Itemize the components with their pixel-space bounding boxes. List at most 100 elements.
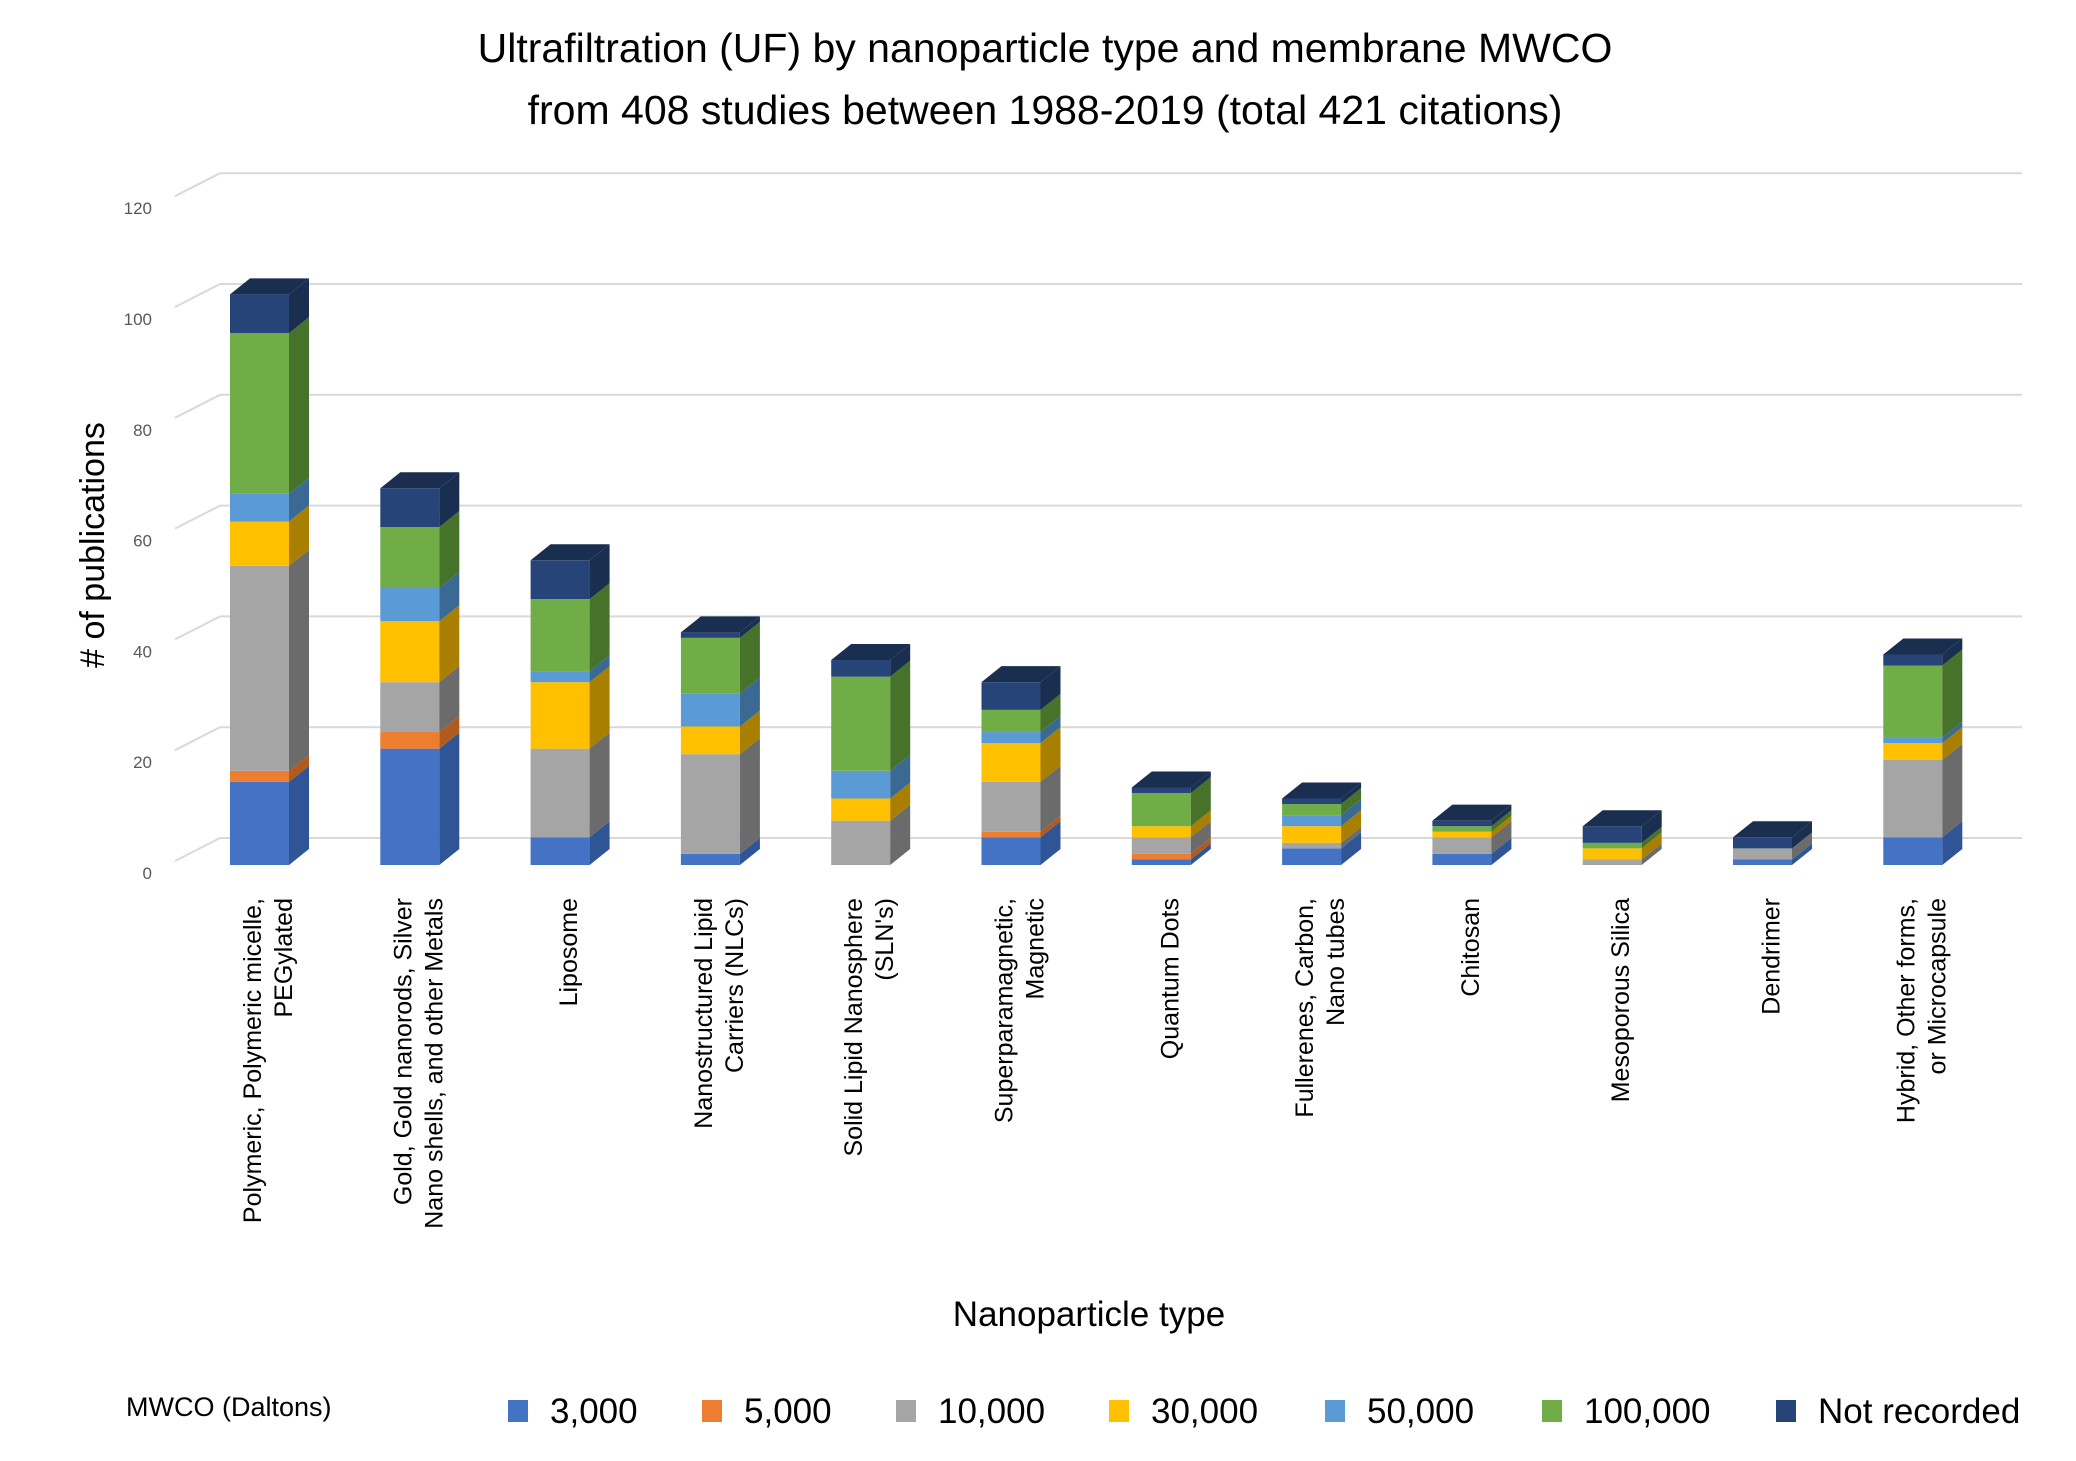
- bar-segment: [230, 333, 289, 494]
- x-category-label: Dendrimer: [1758, 898, 1786, 1015]
- gridline-depth: [174, 393, 221, 419]
- bar-top: [831, 644, 911, 661]
- bar-segment: [831, 676, 891, 771]
- bar-segment: [530, 560, 590, 600]
- bar-segment: [1282, 798, 1342, 805]
- x-category-label: Chitosan: [1457, 898, 1485, 997]
- legend-label: 100,000: [1584, 1392, 1711, 1431]
- legend-label: 3,000: [550, 1392, 638, 1431]
- bar-segment-side: [739, 738, 760, 854]
- y-axis-label: # of publications: [74, 422, 112, 668]
- bar-top: [230, 278, 309, 295]
- bar-stack: [530, 544, 610, 865]
- x-category-label: Nanostructured Lipid: [690, 898, 718, 1129]
- bar-segment: [831, 820, 891, 865]
- bar-segment-side: [1341, 799, 1362, 827]
- bar-segment-side: [1942, 821, 1963, 865]
- bar-stack: [981, 666, 1061, 865]
- bar-segment-side: [439, 666, 460, 733]
- x-axis-label: Nanoparticle type: [953, 1295, 1225, 1334]
- legend-swatch: [508, 1400, 528, 1422]
- bar-stack: [1582, 810, 1662, 865]
- x-category-label: Mesoporous Silica: [1607, 898, 1635, 1102]
- bar-segment: [1282, 842, 1342, 849]
- legend: 3,000 5,000 10,000 30,000 50,000 100,000 Not r…: [508, 1392, 2020, 1431]
- bar-top: [1883, 638, 1963, 655]
- bar-segment-side: [890, 644, 911, 677]
- bar-segment-side: [1040, 716, 1061, 744]
- y-axis-ticks: 0 20 40 60 80 100 120: [124, 199, 152, 883]
- bar-top: [380, 472, 460, 489]
- bar-segment-side: [739, 837, 760, 865]
- bar-segment: [1432, 831, 1492, 838]
- bar-segment: [1733, 837, 1792, 849]
- bar-segment-side: [289, 765, 309, 865]
- bar-segment: [530, 748, 590, 838]
- bar-segment: [1282, 815, 1342, 827]
- bar-segment-side: [1190, 776, 1211, 827]
- bar-segment-side: [289, 278, 309, 334]
- bar-stack: [380, 472, 460, 865]
- bar-stack: [1282, 782, 1362, 865]
- bar-segment-side: [1942, 727, 1963, 760]
- chart-title-line-2: from 408 studies between 1988-2019 (tota…: [528, 87, 1563, 133]
- bar-stack: [1883, 638, 1963, 865]
- bar-segment: [981, 781, 1041, 832]
- bar-segment: [380, 682, 440, 733]
- bar-segment-side: [1341, 782, 1362, 805]
- legend-swatch: [1109, 1400, 1129, 1422]
- bar-segment: [230, 770, 289, 782]
- bar-top: [1733, 821, 1812, 838]
- gridline-depth: [174, 504, 221, 530]
- x-category-label: Superparamagnetic,: [991, 898, 1019, 1123]
- bar-segment: [1282, 804, 1342, 816]
- bar-segment-side: [289, 754, 309, 782]
- bar-segment: [1432, 820, 1492, 827]
- y-tick-label: 60: [133, 532, 152, 551]
- bar-segment: [530, 837, 590, 865]
- y-tick-label: 100: [124, 310, 152, 329]
- bar-segment: [680, 754, 740, 854]
- y-tick-label: 0: [143, 864, 152, 883]
- bar-segment: [530, 671, 590, 683]
- bar-segment: [831, 798, 891, 821]
- bar-segment: [1883, 665, 1943, 738]
- bar-segment: [230, 781, 289, 865]
- bar-segment: [1282, 848, 1342, 865]
- x-axis-categories: Polymeric, Polymeric micelle, PEGylated Go…: [239, 898, 1951, 1229]
- bar-segment-side: [1792, 821, 1812, 849]
- x-category-label: Nano tubes: [1322, 898, 1350, 1026]
- legend-title: MWCO (Daltons): [126, 1392, 332, 1422]
- bar-segment-side: [589, 821, 610, 865]
- bar-stack: [680, 616, 760, 865]
- bar-segment-side: [589, 583, 610, 672]
- bar-top: [1131, 771, 1211, 788]
- bar-segment-side: [1341, 832, 1362, 865]
- bar-segment: [1883, 654, 1943, 666]
- bar-segment: [1131, 859, 1191, 865]
- bar-segment-side: [1190, 771, 1211, 793]
- bar-stack: [230, 278, 309, 865]
- legend-label: 5,000: [744, 1392, 832, 1431]
- bar-segment: [380, 527, 440, 588]
- bar-segment: [680, 637, 740, 694]
- bar-segment-side: [1491, 815, 1512, 838]
- bar-segment-side: [1942, 638, 1963, 666]
- bar-segment: [230, 521, 289, 566]
- bar-segment-side: [1190, 837, 1211, 860]
- x-category-label: Quantum Dots: [1156, 898, 1184, 1059]
- bar-segment: [1883, 759, 1943, 838]
- bar-segment-side: [289, 317, 309, 494]
- bar-segment: [530, 599, 590, 672]
- bar-segment-side: [439, 472, 460, 528]
- bar-segment-side: [1942, 649, 1963, 738]
- bar-segment: [1733, 859, 1792, 865]
- bar-segment: [831, 660, 891, 677]
- bar-segment-side: [289, 477, 309, 522]
- bar-segment: [831, 770, 891, 799]
- bar-segment: [680, 726, 740, 755]
- x-category-label: Nano shells, and other Metals: [420, 898, 448, 1229]
- legend-item: 30,000: [1109, 1392, 1258, 1431]
- x-category-label: Polymeric, Polymeric micelle,: [239, 898, 267, 1223]
- bar-segment: [981, 743, 1041, 782]
